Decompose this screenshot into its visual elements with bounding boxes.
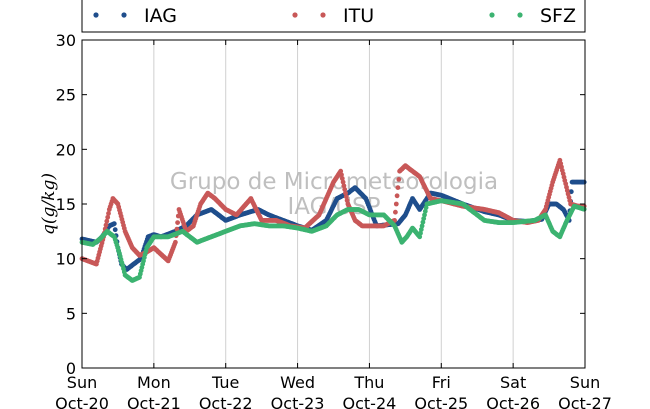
data-point: [581, 206, 587, 212]
data-point: [340, 179, 346, 185]
data-point: [111, 221, 117, 227]
data-point: [395, 185, 401, 191]
legend-marker: [292, 12, 298, 18]
data-point: [423, 205, 429, 211]
data-point: [342, 187, 348, 192]
legend-marker: [121, 12, 127, 18]
y-tick-label: 25: [56, 86, 76, 105]
x-tick-day-label: Sat: [500, 373, 526, 392]
data-point: [105, 214, 111, 220]
data-point: [339, 176, 345, 181]
data-point: [338, 168, 344, 174]
legend-item-iag: IAG: [93, 5, 177, 27]
x-tick-date-label: Oct-21: [127, 394, 181, 409]
y-tick-label: 10: [56, 250, 76, 269]
data-point: [420, 219, 426, 225]
data-point: [175, 220, 181, 226]
y-tick-label: 20: [56, 140, 76, 159]
y-tick-label: 30: [56, 31, 76, 50]
x-tick-date-label: Oct-25: [414, 394, 468, 409]
data-point: [417, 234, 423, 240]
x-tick-date-label: Oct-23: [271, 394, 325, 409]
data-point: [418, 230, 423, 236]
data-point: [421, 216, 427, 222]
data-point: [394, 193, 400, 199]
x-tick-date-label: Oct-20: [55, 394, 109, 409]
x-tick-date-label: Oct-27: [558, 394, 612, 409]
data-point: [419, 223, 425, 229]
grid-lines: [153, 40, 514, 368]
x-tick-day-label: Thu: [353, 373, 384, 392]
legend-label: ITU: [343, 5, 374, 27]
legend-marker: [320, 12, 326, 18]
data-point: [393, 201, 399, 207]
x-tick-day-label: Tue: [211, 373, 239, 392]
series-sfz: [79, 198, 587, 283]
legend-label: SFZ: [540, 5, 576, 27]
legend-marker: [489, 12, 495, 18]
data-point: [422, 208, 428, 214]
data-point: [112, 227, 118, 233]
data-points: [79, 157, 587, 283]
axis-ticks: 0 5 10 15 20 25 30 Sun Oct-20 Mon Oct-21 Tue Oct-22 W…: [55, 31, 612, 409]
data-point: [341, 183, 347, 189]
x-tick-day-label: Fri: [432, 373, 451, 392]
legend: IAG ITU SFZ: [81, 0, 586, 33]
x-tick-day-label: Mon: [137, 373, 171, 392]
data-point: [174, 226, 180, 232]
data-point: [343, 194, 349, 200]
data-point: [396, 177, 402, 182]
y-axis-label: q(g/kg): [39, 173, 59, 235]
y-tick-label: 5: [66, 304, 76, 323]
legend-marker: [93, 12, 99, 18]
data-point: [343, 190, 348, 196]
y-axis-title: q(g/kg): [39, 173, 59, 235]
x-tick-date-label: Oct-24: [343, 394, 397, 409]
legend-item-sfz: SFZ: [489, 5, 576, 27]
x-tick-day-label: Wed: [280, 373, 315, 392]
legend-item-itu: ITU: [292, 5, 374, 27]
y-tick-label: 0: [66, 359, 76, 378]
y-tick-label: 15: [56, 195, 76, 214]
data-point: [173, 239, 178, 245]
data-point: [104, 218, 110, 224]
data-point: [344, 198, 350, 203]
data-point: [339, 172, 344, 178]
x-tick-day-label: Sun: [67, 373, 97, 392]
legend-label: IAG: [144, 5, 177, 27]
watermark: Grupo de Micrometeorologia IAG/USP: [170, 169, 498, 220]
data-point: [422, 212, 427, 218]
data-point: [103, 222, 109, 228]
x-tick-date-label: Oct-22: [199, 394, 253, 409]
data-point: [581, 179, 587, 185]
x-tick-day-label: Sun: [570, 373, 600, 392]
data-point: [393, 209, 398, 215]
data-point: [418, 227, 424, 232]
data-point: [106, 211, 111, 216]
x-tick-date-label: Oct-26: [486, 394, 540, 409]
legend-marker: [517, 12, 523, 18]
legend-box: [81, 0, 586, 33]
